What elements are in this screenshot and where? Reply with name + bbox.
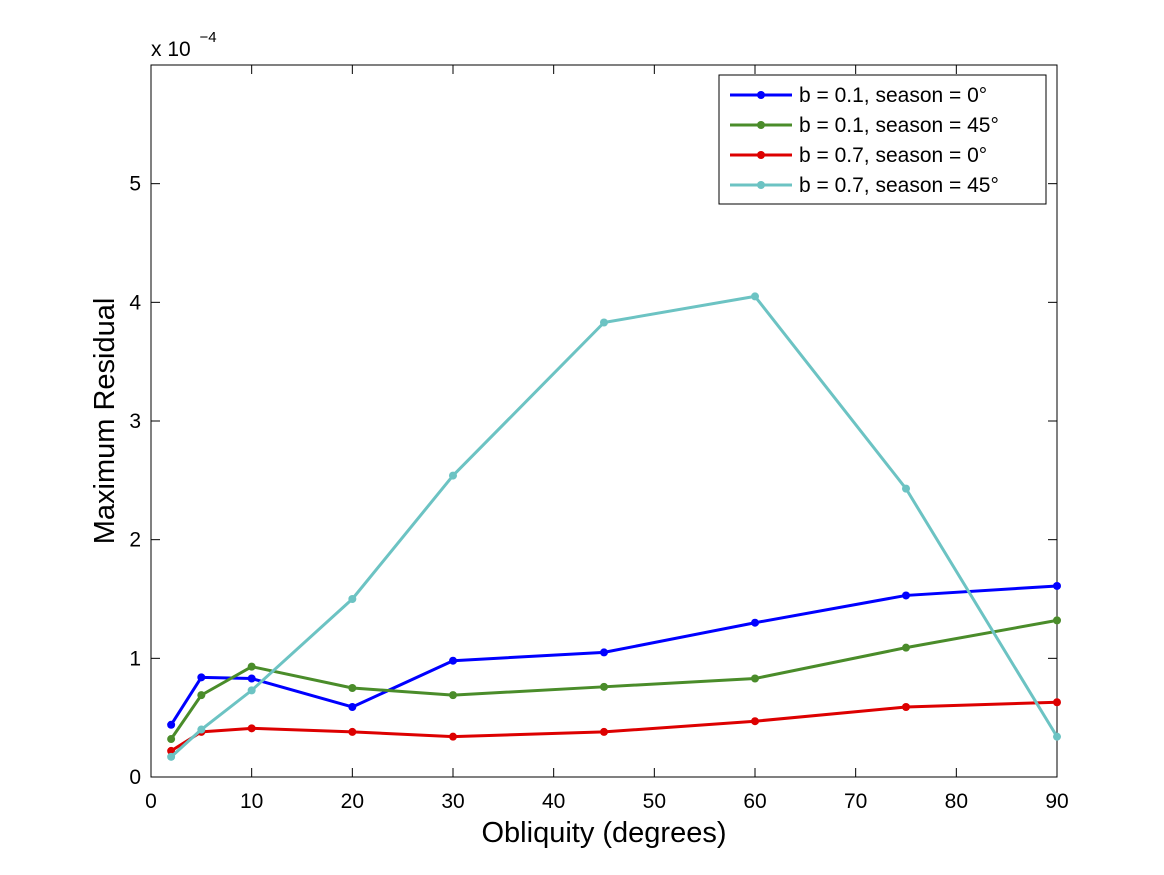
- y-tick-label: 5: [129, 173, 141, 196]
- data-point: [751, 618, 759, 627]
- legend-entry: b = 0.7, season = 0°: [730, 144, 987, 167]
- data-point: [197, 725, 206, 734]
- data-point: [247, 662, 256, 671]
- data-point: [167, 746, 176, 755]
- y-scale-multiplier: x 10 −4: [151, 29, 217, 61]
- series-4: [167, 292, 1061, 761]
- data-point: [167, 720, 176, 729]
- data-point: [751, 292, 759, 301]
- data-point: [247, 674, 256, 683]
- data-point: [449, 656, 457, 665]
- y-scale-base: x 10: [151, 38, 191, 61]
- data-point: [902, 591, 910, 600]
- data-point: [1053, 581, 1061, 590]
- x-tick-label: 0: [145, 790, 157, 813]
- legend-swatch-marker: [757, 181, 765, 189]
- y-tick-label: 4: [129, 291, 141, 314]
- data-point: [167, 735, 176, 744]
- data-point: [1053, 732, 1061, 741]
- series-2: [167, 616, 1061, 744]
- data-point: [449, 732, 457, 741]
- data-point: [348, 684, 357, 692]
- legend-entry: b = 0.1, season = 0°: [730, 84, 987, 107]
- data-point: [247, 686, 256, 695]
- data-point: [902, 643, 910, 652]
- data-point: [348, 702, 357, 711]
- x-tick-label: 30: [441, 790, 464, 813]
- series-1: [167, 581, 1061, 729]
- x-tick-label: 60: [743, 790, 766, 813]
- data-point: [449, 691, 457, 700]
- y-tick-label: 1: [129, 647, 141, 670]
- data-point: [600, 318, 608, 327]
- x-tick-label: 20: [341, 790, 364, 813]
- legend-swatch-marker: [757, 151, 765, 159]
- x-axis-label: Obliquity (degrees): [482, 817, 727, 849]
- legend-label: b = 0.7, season = 45°: [799, 174, 999, 197]
- y-tick-label: 2: [129, 529, 141, 552]
- legend-label: b = 0.1, season = 0°: [799, 84, 987, 107]
- legend: b = 0.1, season = 0° b = 0.1, season = 45…: [718, 74, 1047, 205]
- data-point: [348, 727, 357, 736]
- data-point: [449, 471, 457, 480]
- axis-ticks: [150, 65, 1058, 778]
- x-tick-label: 40: [542, 790, 565, 813]
- data-point: [600, 727, 608, 736]
- data-point: [167, 752, 176, 761]
- x-tick-label: 50: [643, 790, 666, 813]
- legend-swatch-marker: [757, 91, 765, 99]
- y-tick-label: 3: [129, 410, 141, 433]
- y-scale-exponent: −4: [200, 29, 217, 46]
- legend-swatch-marker: [757, 121, 765, 129]
- data-point: [1053, 698, 1061, 707]
- legend-entry: b = 0.7, season = 45°: [730, 174, 999, 197]
- data-point: [197, 691, 206, 700]
- x-tick-label: 70: [844, 790, 867, 813]
- axis-tick-labels: 0 10 20 30 40 50 60 70 80 90 0 1 2 3 4 5: [129, 173, 1068, 813]
- data-point: [600, 648, 608, 657]
- data-point: [902, 702, 910, 711]
- series-layer: [167, 292, 1061, 761]
- data-point: [751, 674, 759, 683]
- series-3: [167, 698, 1061, 755]
- data-point: [197, 673, 206, 682]
- legend-label: b = 0.1, season = 45°: [799, 114, 999, 137]
- y-tick-label: 0: [129, 766, 141, 789]
- x-tick-label: 80: [945, 790, 968, 813]
- data-point: [600, 682, 608, 691]
- data-point: [247, 724, 256, 733]
- data-point: [348, 595, 357, 603]
- x-tick-label: 90: [1045, 790, 1068, 813]
- y-axis-label: Maximum Residual: [89, 298, 121, 545]
- data-point: [902, 484, 910, 493]
- data-point: [1053, 616, 1061, 625]
- x-tick-label: 10: [240, 790, 263, 813]
- data-point: [751, 717, 759, 726]
- legend-entry: b = 0.1, season = 45°: [730, 114, 999, 137]
- legend-label: b = 0.7, season = 0°: [799, 144, 987, 167]
